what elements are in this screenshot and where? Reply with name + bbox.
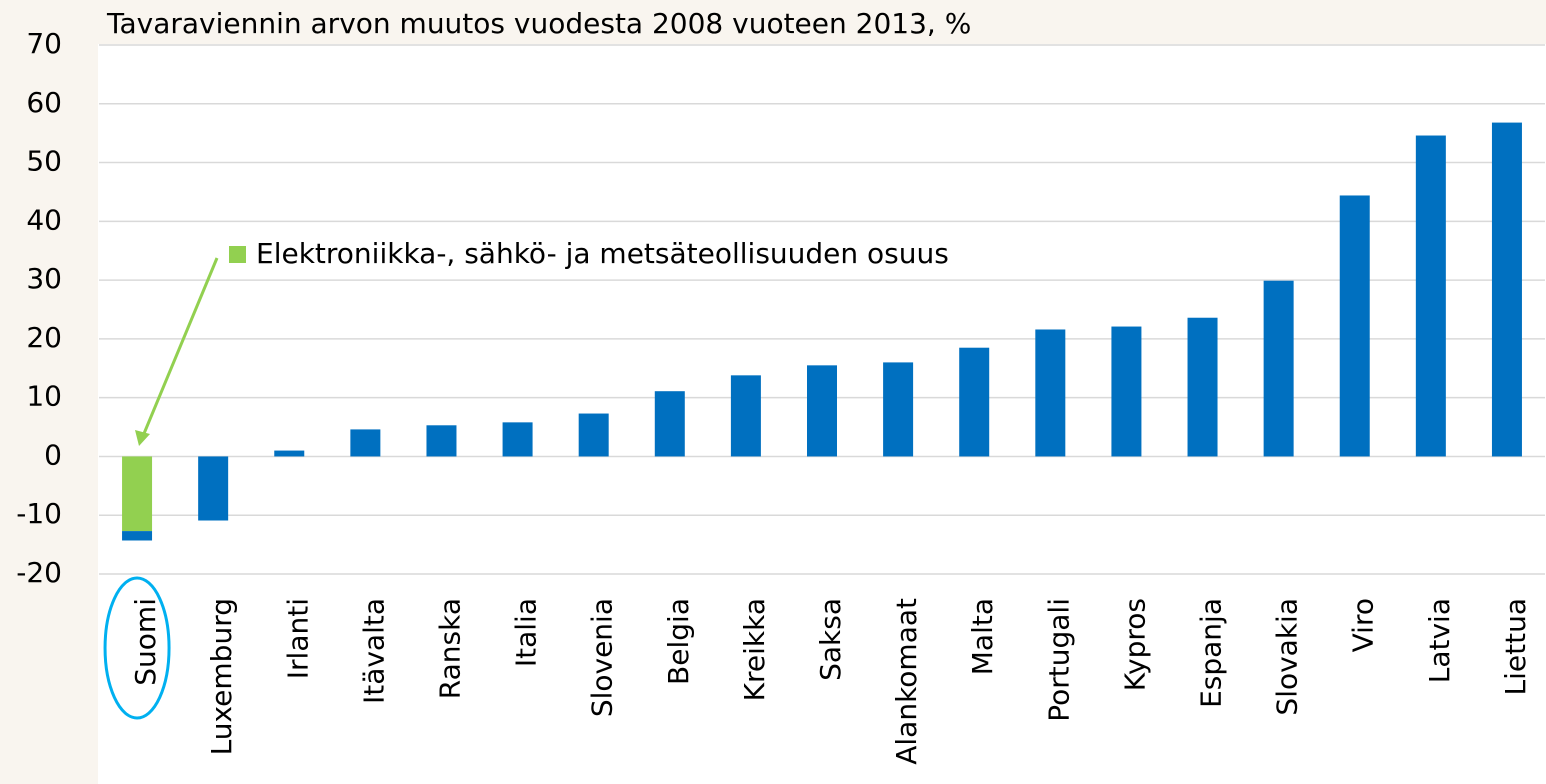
y-tick-label: -10 [16,497,62,530]
legend-swatch [229,246,246,263]
x-tick-label: Suomi [129,598,162,686]
bar [198,456,229,521]
bar [426,425,457,457]
x-tick-label: Latvia [1423,598,1456,683]
annotation-arrow [141,257,219,437]
x-tick-label: Malta [966,598,999,675]
bar [502,422,533,457]
bar [1263,280,1294,457]
y-tick-label: 40 [26,203,62,236]
x-tick-label: Viro [1347,598,1380,652]
x-tick-label: Itävalta [357,598,390,704]
x-tick-label: Saksa [814,598,847,681]
bar [807,365,837,457]
bar [578,413,609,457]
bar [1339,195,1370,457]
x-tick-label: Belgia [662,598,695,685]
y-tick-label: 0 [44,438,62,471]
x-tick-label: Slovenia [586,598,619,717]
bar [654,391,685,457]
x-tick-label: Kypros [1118,598,1151,691]
y-tick-label: 50 [26,145,62,178]
x-tick-label: Ranska [433,598,466,699]
chart-title: Tavaraviennin arvon muutos vuodesta 2008… [106,7,971,40]
bar [959,347,990,457]
y-tick-label: 60 [26,86,62,119]
arrow-head [135,430,150,446]
x-tick-label: Slovakia [1271,598,1304,716]
y-tick-label: 20 [26,321,62,354]
bar [730,375,761,457]
bar [1187,317,1218,457]
y-tick-label: 10 [26,380,62,413]
bar [350,429,381,457]
bar [1111,326,1142,457]
legend-label: Elektroniikka-, sähkö- ja metsäteollisuu… [256,237,949,270]
x-tick-label: Irlanti [281,598,314,679]
bar [1491,122,1522,457]
x-tick-label: Liettua [1499,598,1532,695]
x-tick-label: Italia [510,598,543,667]
bar [274,450,305,457]
y-tick-label: 30 [26,262,62,295]
bar [122,456,153,532]
y-tick-label: 70 [26,27,62,60]
bar [122,531,153,541]
x-tick-label: Portugali [1042,598,1075,722]
bar [1415,135,1446,457]
bar [883,362,914,457]
x-tick-label: Alankomaat [890,598,923,765]
y-tick-label: -20 [16,556,62,589]
highlight-ellipse [103,576,171,720]
bar [1035,329,1066,457]
x-tick-label: Luxemburg [205,598,238,755]
x-tick-label: Espanja [1195,598,1228,708]
x-tick-label: Kreikka [738,598,771,701]
